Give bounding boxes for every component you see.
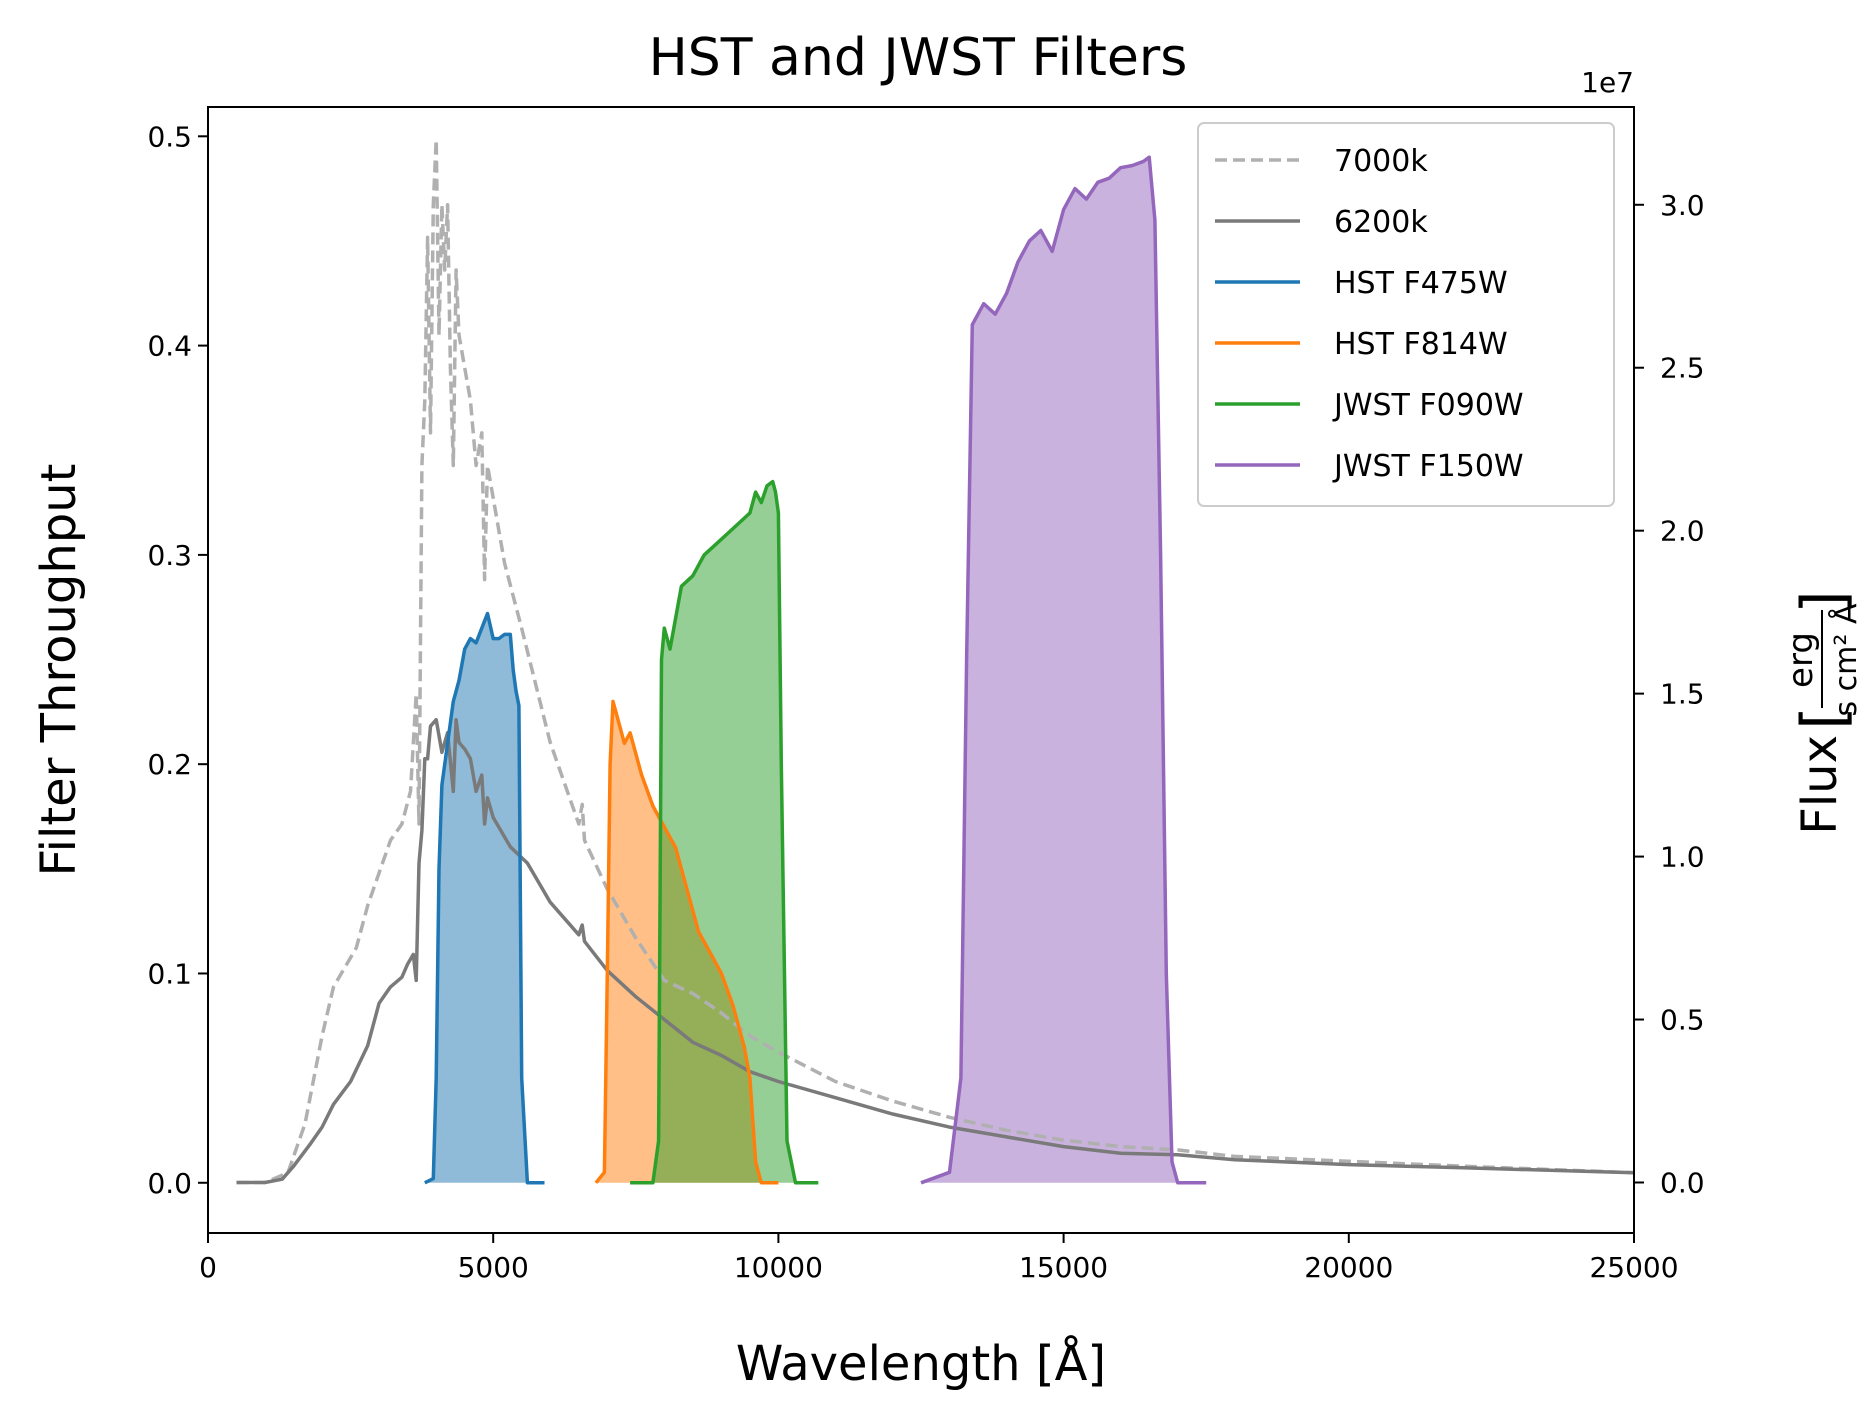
y-tick-label: 0.2 (147, 748, 192, 781)
y-axis-right: 0.0 0.5 1.0 1.5 2.0 2.5 3.0 (1634, 189, 1705, 1199)
fill-jwst-f150w (921, 157, 1207, 1183)
line-hst-f814w (594, 699, 779, 1185)
legend-label-6200k: 6200k (1334, 205, 1428, 240)
x-axis-label: Wavelength [Å] (736, 1335, 1106, 1392)
legend-label-hst-f814w: HST F814W (1334, 327, 1508, 362)
line-7000k (236, 137, 1635, 1185)
x-tick-label: 5000 (458, 1251, 529, 1284)
fill-jwst-f090w (630, 481, 819, 1183)
y-axis-left: 0.0 0.1 0.2 0.3 0.4 0.5 (147, 120, 208, 1200)
x-axis: 0 5000 10000 15000 20000 25000 (199, 1233, 1679, 1284)
y2-axis-label: Flux [ erg s cm² Å ] (1781, 590, 1864, 834)
y2-bracket-left: [ (1789, 706, 1859, 729)
y2-tick-label: 0.5 (1660, 1004, 1705, 1037)
plot-frame (207, 106, 1635, 1234)
y2-bracket-right: ] (1789, 590, 1859, 613)
line-6200k (236, 717, 1635, 1185)
fill-hst-f475w (424, 613, 545, 1183)
legend-label-jwst-f090w: JWST F090W (1332, 388, 1524, 423)
y2-offset-text: 1e7 (1581, 66, 1634, 99)
legend-label-jwst-f150w: JWST F150W (1332, 449, 1524, 484)
y2-units-numerator: erg (1781, 632, 1821, 688)
y2-tick-label: 2.0 (1660, 515, 1705, 548)
x-tick-label: 20000 (1304, 1251, 1393, 1284)
legend-label-7000k: 7000k (1334, 144, 1428, 179)
filter-fills (424, 157, 1207, 1183)
y2-tick-label: 3.0 (1660, 189, 1705, 222)
y-tick-label: 0.5 (147, 120, 192, 153)
x-tick-label: 15000 (1019, 1251, 1108, 1284)
y-tick-label: 0.0 (147, 1167, 192, 1200)
x-tick-label: 0 (199, 1251, 217, 1284)
legend-box (1197, 122, 1615, 507)
y-tick-label: 0.1 (147, 957, 192, 990)
y2-tick-label: 1.0 (1660, 841, 1705, 874)
y-tick-label: 0.3 (147, 539, 192, 572)
y-axis-label: Filter Throughput (31, 464, 87, 877)
legend-label-hst-f475w: HST F475W (1334, 266, 1508, 301)
line-jwst-f090w (630, 479, 819, 1185)
line-hst-f475w (424, 611, 545, 1185)
x-tick-label: 25000 (1589, 1251, 1678, 1284)
y-tick-label: 0.4 (147, 330, 192, 363)
chart-title: HST and JWST Filters (649, 28, 1188, 88)
line-jwst-f150w (920, 155, 1207, 1185)
y2-axis-label-text: Flux (1792, 735, 1848, 835)
y2-tick-label: 2.5 (1660, 352, 1705, 385)
x-tick-label: 10000 (734, 1251, 823, 1284)
y2-tick-label: 0.0 (1660, 1166, 1705, 1199)
y2-units-denominator: s cm² Å (1828, 603, 1864, 716)
series-lines (236, 137, 1635, 1185)
legend: 7000k 6200k HST F475W HST F814W JWST F090W JW… (1197, 122, 1615, 507)
y2-tick-label: 1.5 (1660, 678, 1705, 711)
